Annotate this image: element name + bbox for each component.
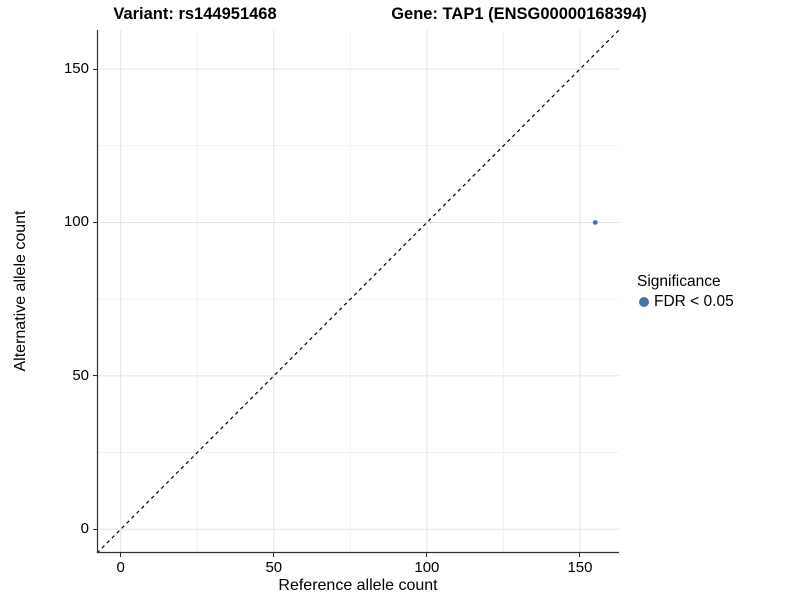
x-tick-label: 150	[567, 559, 593, 576]
x-tick-mark	[579, 553, 581, 557]
x-axis-title: Reference allele count	[278, 577, 438, 594]
x-tick-label: 50	[265, 559, 283, 576]
x-tick-mark	[120, 553, 122, 557]
y-tick-mark	[93, 528, 97, 530]
legend: Significance FDR < 0.05	[637, 272, 734, 311]
legend-title: Significance	[637, 273, 721, 290]
plot-title-variant: Variant: rs144951468	[113, 5, 277, 23]
x-tick-label: 0	[116, 559, 125, 576]
legend-entry-label: FDR < 0.05	[654, 293, 734, 310]
x-tick-mark	[273, 553, 275, 557]
plot-canvas	[96, 29, 620, 554]
y-tick-mark	[93, 221, 97, 223]
x-tick-mark	[426, 553, 428, 557]
plot-panel	[96, 29, 620, 554]
y-tick-label: 0	[80, 520, 89, 538]
y-tick-label: 100	[63, 213, 89, 231]
plot-title-gene: Gene: TAP1 (ENSG00000168394)	[391, 5, 647, 23]
y-tick-mark	[93, 375, 97, 377]
y-tick-mark	[93, 68, 97, 70]
legend-point-icon	[639, 297, 649, 307]
y-axis-title: Alternative allele count	[12, 210, 29, 372]
y-tick-label: 150	[63, 60, 89, 78]
x-tick-label: 100	[414, 559, 440, 576]
y-tick-label: 50	[72, 366, 89, 384]
identity-line	[96, 29, 620, 554]
legend-entry: FDR < 0.05	[639, 293, 734, 311]
data-point	[592, 220, 598, 225]
